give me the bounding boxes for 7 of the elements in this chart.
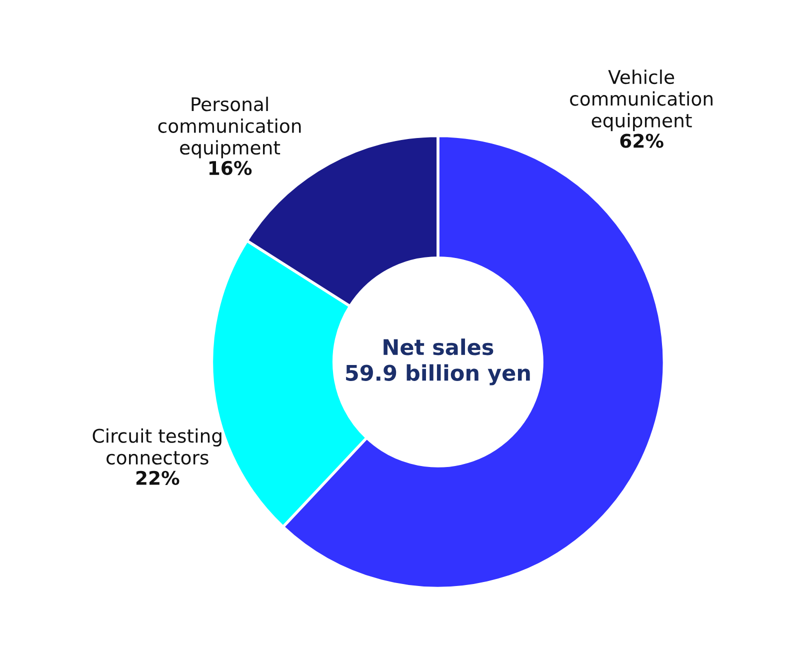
text: Net sales 59.9 billion yen [346,338,530,386]
slice-label: Vehicle communication equipment [570,70,712,132]
data-label: 16% [209,160,252,176]
data-label: 62% [620,134,664,148]
slice-label: Circuit testing connectors [92,428,222,465]
data-label: 22% [136,470,180,486]
slice-label: Personal communication equipment [158,96,301,158]
